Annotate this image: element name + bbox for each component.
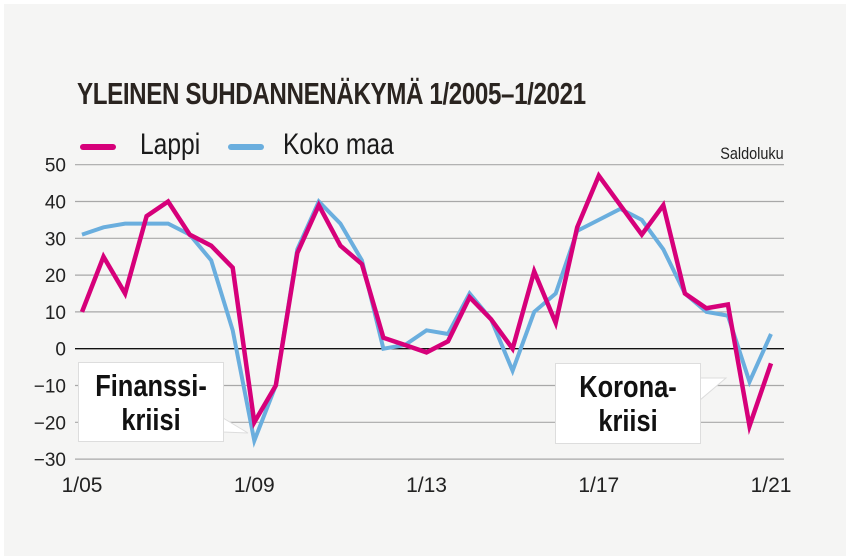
y-tick-label: 10 [45, 303, 66, 324]
annotation-koronakriisi: Korona- kriisi [555, 363, 701, 444]
x-tick-label: 1/09 [234, 474, 275, 497]
y-tick-label: 0 [55, 340, 66, 361]
annotation-text: Korona- [579, 369, 677, 404]
y-tick-label: −10 [34, 377, 66, 398]
y-axis-unit: Saldoluku [720, 144, 784, 163]
callout-tail [699, 377, 728, 402]
annotation-finanssikriisi: Finanssi- kriisi [78, 362, 224, 442]
chart-background [4, 4, 846, 556]
y-tick-label: 40 [45, 193, 66, 214]
y-tick-label: 30 [45, 229, 66, 250]
y-tick-label: 20 [45, 266, 66, 287]
y-tick-label: −20 [34, 413, 66, 434]
annotation-text: kriisi [598, 403, 658, 438]
chart-title: YLEINEN SUHDANNENÄKYMÄ 1/2005–1/2021 [77, 76, 586, 111]
x-tick-label: 1/17 [578, 474, 619, 497]
legend-swatch-lappi [80, 144, 116, 150]
annotation-text: kriisi [121, 402, 181, 437]
callout-tail [222, 417, 249, 434]
legend-swatch-koko-maa [228, 144, 264, 150]
y-tick-label: −30 [34, 450, 66, 471]
x-tick-label: 1/21 [751, 474, 792, 497]
legend-label-lappi: Lappi [140, 128, 201, 161]
x-tick-label: 1/13 [406, 474, 447, 497]
y-tick-label: 50 [45, 156, 66, 177]
legend-label-koko-maa: Koko maa [283, 128, 394, 161]
x-tick-label: 1/05 [62, 474, 103, 497]
annotation-text: Finanssi- [95, 368, 207, 403]
